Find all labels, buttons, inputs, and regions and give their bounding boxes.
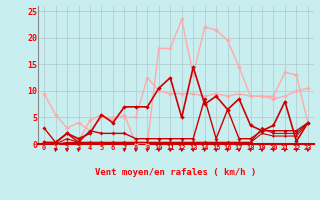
X-axis label: Vent moyen/en rafales ( km/h ): Vent moyen/en rafales ( km/h ) bbox=[95, 168, 257, 177]
